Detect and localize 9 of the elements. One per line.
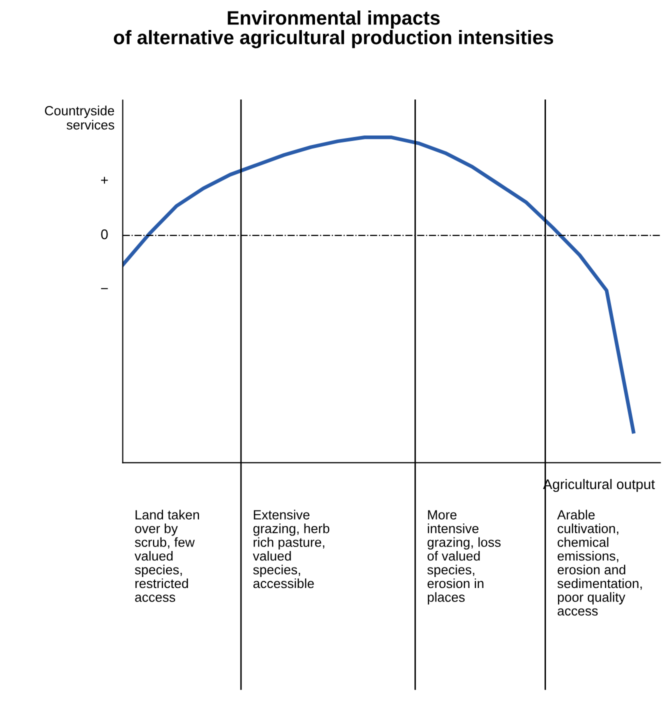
y-axis-title: Countryside services bbox=[44, 106, 114, 130]
ref-line-label: 0 bbox=[101, 229, 108, 240]
text: + bbox=[101, 176, 108, 184]
text: More intensive grazing, loss of valued species, erosion in places bbox=[427, 510, 501, 604]
text: Land taken over by scrub, few valued species, restricted access bbox=[134, 510, 199, 602]
text: Arable cultivation, chemical emissions, erosion and sedimentation, poor quality access bbox=[557, 510, 642, 616]
text: − bbox=[101, 288, 108, 290]
chart-title: Environmental impacts of alternative agricultural production intensities bbox=[114, 10, 554, 48]
text: Extensive grazing, herb rich pasture, valued species, accessible bbox=[252, 510, 330, 588]
